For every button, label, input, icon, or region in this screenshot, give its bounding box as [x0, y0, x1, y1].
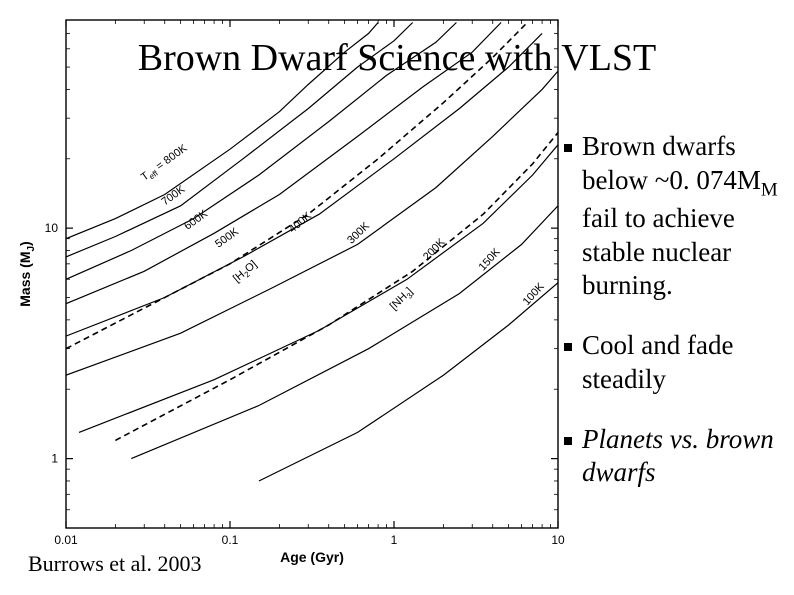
svg-text:10: 10	[45, 221, 59, 235]
mass-age-chart: 0.01 0.1 1 10 1 10 Age (Gyr) Mass (MJ) Teff = 80…	[10, 8, 570, 568]
svg-text:Mass (MJ): Mass (MJ)	[17, 241, 37, 306]
svg-text:Age (Gyr): Age (Gyr)	[280, 549, 344, 565]
svg-text:0.01: 0.01	[54, 533, 78, 547]
svg-text:600K: 600K	[182, 207, 210, 232]
svg-text:10: 10	[551, 533, 565, 547]
svg-text:700K: 700K	[159, 183, 187, 208]
bullet-1: Brown dwarfs below ~0. 074MM fail to ach…	[564, 130, 784, 303]
svg-text:Teff = 800K: Teff = 800K	[139, 142, 191, 185]
bullet-3-text: Planets vs. brown dwarfs	[582, 423, 784, 491]
bullet-2: Cool and fade steadily	[564, 329, 784, 397]
bullet-icon	[564, 144, 572, 152]
svg-text:1: 1	[51, 452, 58, 466]
citation: Burrows et al. 2003	[28, 551, 202, 577]
bullet-icon	[564, 437, 572, 445]
svg-text:0.1: 0.1	[222, 533, 239, 547]
svg-text:1: 1	[391, 533, 398, 547]
svg-text:300K: 300K	[345, 220, 372, 247]
svg-text:[NH3]: [NH3]	[388, 285, 417, 313]
bullet-3: Planets vs. brown dwarfs	[564, 423, 784, 491]
svg-text:500K: 500K	[213, 225, 241, 250]
bullet-2-text: Cool and fade steadily	[582, 329, 784, 397]
bullet-1-text: Brown dwarfs below ~0. 074MM fail to ach…	[582, 130, 784, 303]
svg-text:400K: 400K	[287, 209, 315, 235]
bullet-icon	[564, 343, 572, 351]
svg-text:[H2O]: [H2O]	[231, 258, 261, 286]
bullet-list: Brown dwarfs below ~0. 074MM fail to ach…	[564, 130, 784, 516]
